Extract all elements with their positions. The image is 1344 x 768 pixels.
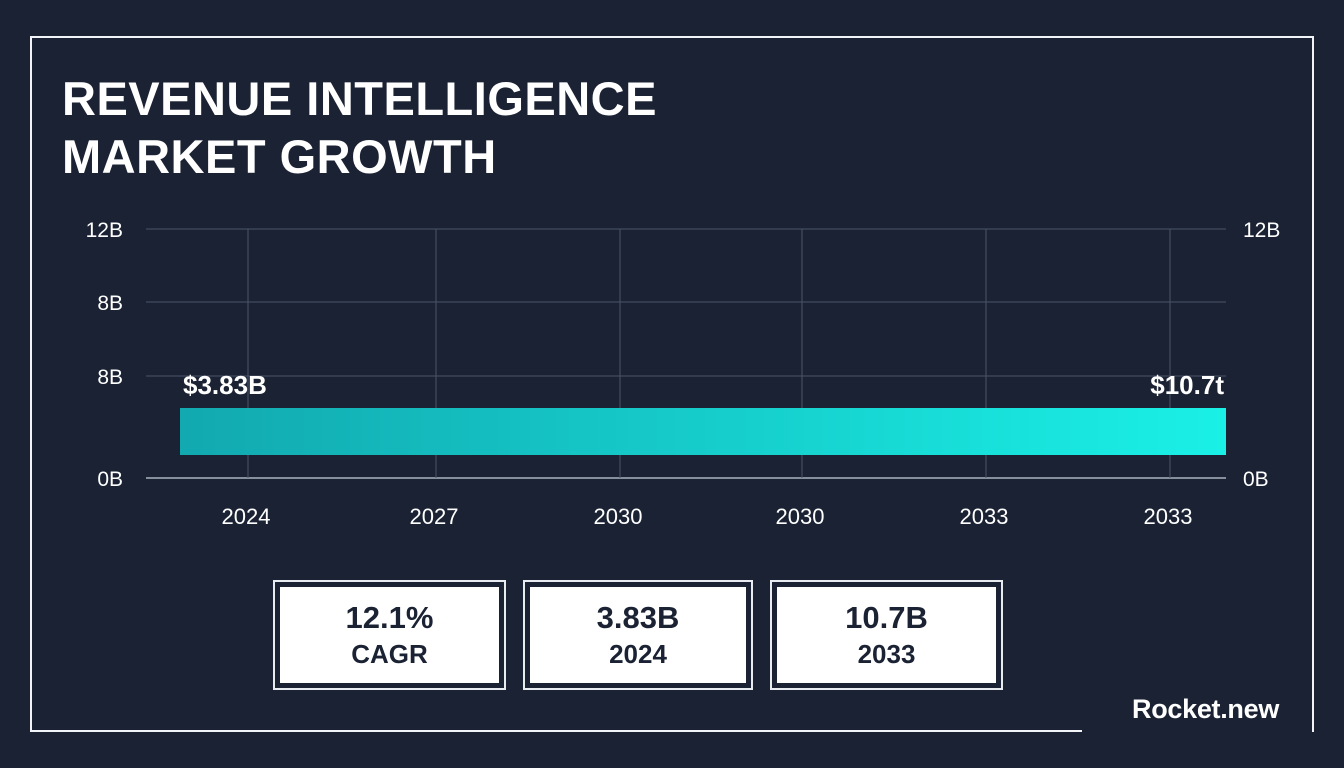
stat-card-2033: 10.7B 2033 [770,580,1003,690]
y-tick-label-left: 8B [97,292,123,315]
brand-logo: Rocket.new [1132,694,1280,724]
stat-value-cagr: 12.1% [345,600,434,635]
data-label-end: $10.7t [1150,370,1224,400]
y-tick-label-right: 12B [1243,219,1280,242]
frame-bottom-border [30,730,1082,732]
stat-card-cagr: 12.1% CAGR [273,580,506,690]
y-tick-label-left: 8B [97,366,123,389]
stat-label-2033: 2033 [857,639,916,669]
growth-bar [180,408,1226,455]
x-tick-label: 2024 [222,504,271,529]
frame-right-border [1312,36,1314,732]
page-title: REVENUE INTELLIGENCE MARKET GROWTH [62,70,657,186]
stat-label-cagr: CAGR [351,639,428,669]
y-tick-label-left: 0B [97,468,123,491]
data-label-start: $3.83B [183,370,267,400]
frame-left-border [30,36,32,732]
frame-top-border [30,36,1314,38]
stat-value-2033: 10.7B [845,600,928,635]
y-tick-label-right: 0B [1243,468,1269,491]
x-tick-label: 2027 [410,504,459,529]
stat-card-2024: 3.83B 2024 [523,580,753,690]
stat-value-2024: 3.83B [596,600,680,635]
stat-label-2024: 2024 [609,639,667,669]
x-tick-label: 2033 [1144,504,1193,529]
x-tick-label: 2030 [776,504,825,529]
title-line-1: REVENUE INTELLIGENCE [62,72,657,125]
y-tick-label-left: 12B [86,219,123,242]
x-tick-label: 2030 [594,504,643,529]
title-line-2: MARKET GROWTH [62,130,497,183]
x-tick-label: 2033 [960,504,1009,529]
